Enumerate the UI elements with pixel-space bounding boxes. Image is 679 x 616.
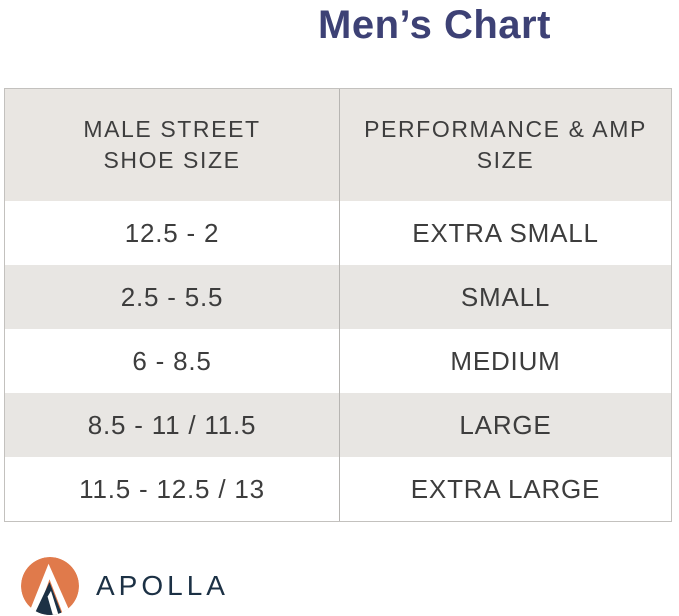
header-cell-shoe-size: MALE STREET SHOE SIZE — [5, 89, 340, 201]
cell-shoe-size: 6 - 8.5 — [5, 329, 340, 393]
table-row: 12.5 - 2 EXTRA SMALL — [5, 201, 671, 265]
cell-performance-size: MEDIUM — [450, 345, 561, 376]
table-row: 11.5 - 12.5 / 13 EXTRA LARGE — [5, 457, 671, 521]
brand-logo: APOLLA — [21, 557, 229, 615]
table-header-row: MALE STREET SHOE SIZE PERFORMANCE & AMP … — [5, 89, 671, 201]
cell-shoe-size: 12.5 - 2 — [5, 201, 340, 265]
header-line: MALE STREET — [83, 116, 261, 142]
apolla-circle-a-icon — [21, 557, 79, 615]
size-table: MALE STREET SHOE SIZE PERFORMANCE & AMP … — [4, 88, 672, 522]
table-row: 6 - 8.5 MEDIUM — [5, 329, 671, 393]
cell-performance-size: SMALL — [460, 281, 551, 312]
header-line: SIZE — [476, 147, 535, 173]
header-cell-performance-size: PERFORMANCE & AMP SIZE — [340, 89, 671, 201]
cell-performance-size: EXTRA LARGE — [410, 473, 601, 504]
cell-performance-size: EXTRA SMALL — [412, 217, 599, 248]
cell-shoe-size: 2.5 - 5.5 — [5, 265, 340, 329]
brand-wordmark: APOLLA — [96, 570, 229, 601]
page-title: Men’s Chart — [318, 3, 551, 47]
header-line: PERFORMANCE & AMP — [364, 116, 647, 142]
table-row: 8.5 - 11 / 11.5 LARGE — [5, 393, 671, 457]
cell-shoe-size: 11.5 - 12.5 / 13 — [5, 457, 340, 521]
table-row: 2.5 - 5.5 SMALL — [5, 265, 671, 329]
header-line: SHOE SIZE — [103, 147, 241, 173]
cell-shoe-size: 8.5 - 11 / 11.5 — [5, 393, 340, 457]
cell-performance-size: LARGE — [459, 409, 552, 440]
